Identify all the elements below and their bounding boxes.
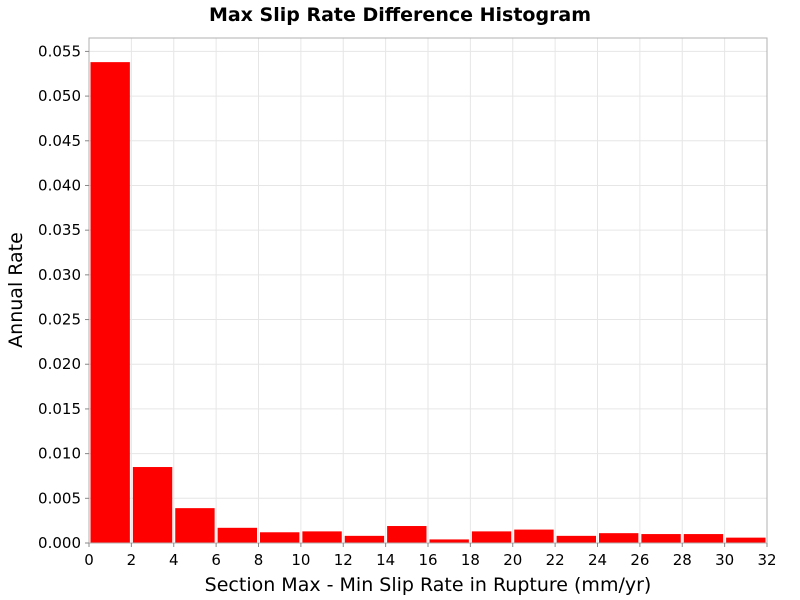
histogram-bar	[344, 535, 385, 543]
y-tick-label: 0.020	[38, 355, 81, 373]
x-tick-label: 16	[418, 551, 437, 569]
histogram-bar	[599, 533, 639, 543]
y-tick-label: 0.040	[38, 176, 81, 194]
x-tick-label: 6	[211, 551, 221, 569]
histogram-bar	[302, 531, 342, 543]
x-tick-label: 12	[334, 551, 353, 569]
chart-title: Max Slip Rate Difference Histogram	[209, 4, 591, 26]
x-tick-label: 22	[546, 551, 565, 569]
y-axis-label: Annual Rate	[5, 232, 27, 348]
x-tick-label: 32	[757, 551, 776, 569]
histogram-bar	[387, 526, 427, 543]
y-tick-label: 0.025	[38, 311, 81, 329]
x-tick-label: 10	[291, 551, 310, 569]
bars	[90, 62, 766, 543]
y-axis-ticks: 0.000 0.005 0.010 0.015 0.020 0.025 0.030 0.035…	[38, 42, 89, 552]
histogram-bar	[683, 534, 724, 543]
x-tick-label: 20	[503, 551, 522, 569]
y-tick-label: 0.005	[38, 489, 81, 507]
histogram-bar	[726, 537, 766, 543]
y-tick-label: 0.050	[38, 87, 81, 105]
histogram-bar	[260, 532, 300, 543]
x-tick-label: 2	[127, 551, 137, 569]
y-tick-label: 0.035	[38, 221, 81, 239]
y-tick-label: 0.000	[38, 534, 81, 552]
x-tick-label: 24	[588, 551, 607, 569]
gridlines	[88, 38, 768, 544]
histogram-bar	[217, 527, 257, 543]
histogram-bar	[175, 508, 215, 543]
x-tick-label: 8	[254, 551, 264, 569]
y-tick-label: 0.015	[38, 400, 81, 418]
x-tick-label: 0	[84, 551, 94, 569]
y-tick-label: 0.010	[38, 445, 81, 463]
y-tick-label: 0.030	[38, 266, 81, 284]
x-axis-ticks: 0 2 4 6 8 10 12 14 16 18 20 22 24 26 28 30 32	[84, 543, 777, 569]
y-tick-label: 0.055	[38, 42, 81, 60]
histogram-bar	[641, 534, 681, 543]
histogram-bar	[471, 531, 512, 543]
histogram-bar	[90, 62, 130, 543]
x-axis-label: Section Max - Min Slip Rate in Rupture (…	[205, 574, 652, 596]
x-tick-label: 26	[630, 551, 649, 569]
x-tick-label: 18	[461, 551, 480, 569]
y-tick-label: 0.045	[38, 132, 81, 150]
histogram-bar	[429, 539, 469, 543]
x-tick-label: 28	[673, 551, 692, 569]
histogram-bar	[556, 535, 596, 543]
x-tick-label: 4	[169, 551, 179, 569]
histogram-bar	[132, 467, 173, 543]
x-tick-label: 30	[715, 551, 734, 569]
x-tick-label: 14	[376, 551, 395, 569]
histogram-bar	[514, 529, 554, 543]
